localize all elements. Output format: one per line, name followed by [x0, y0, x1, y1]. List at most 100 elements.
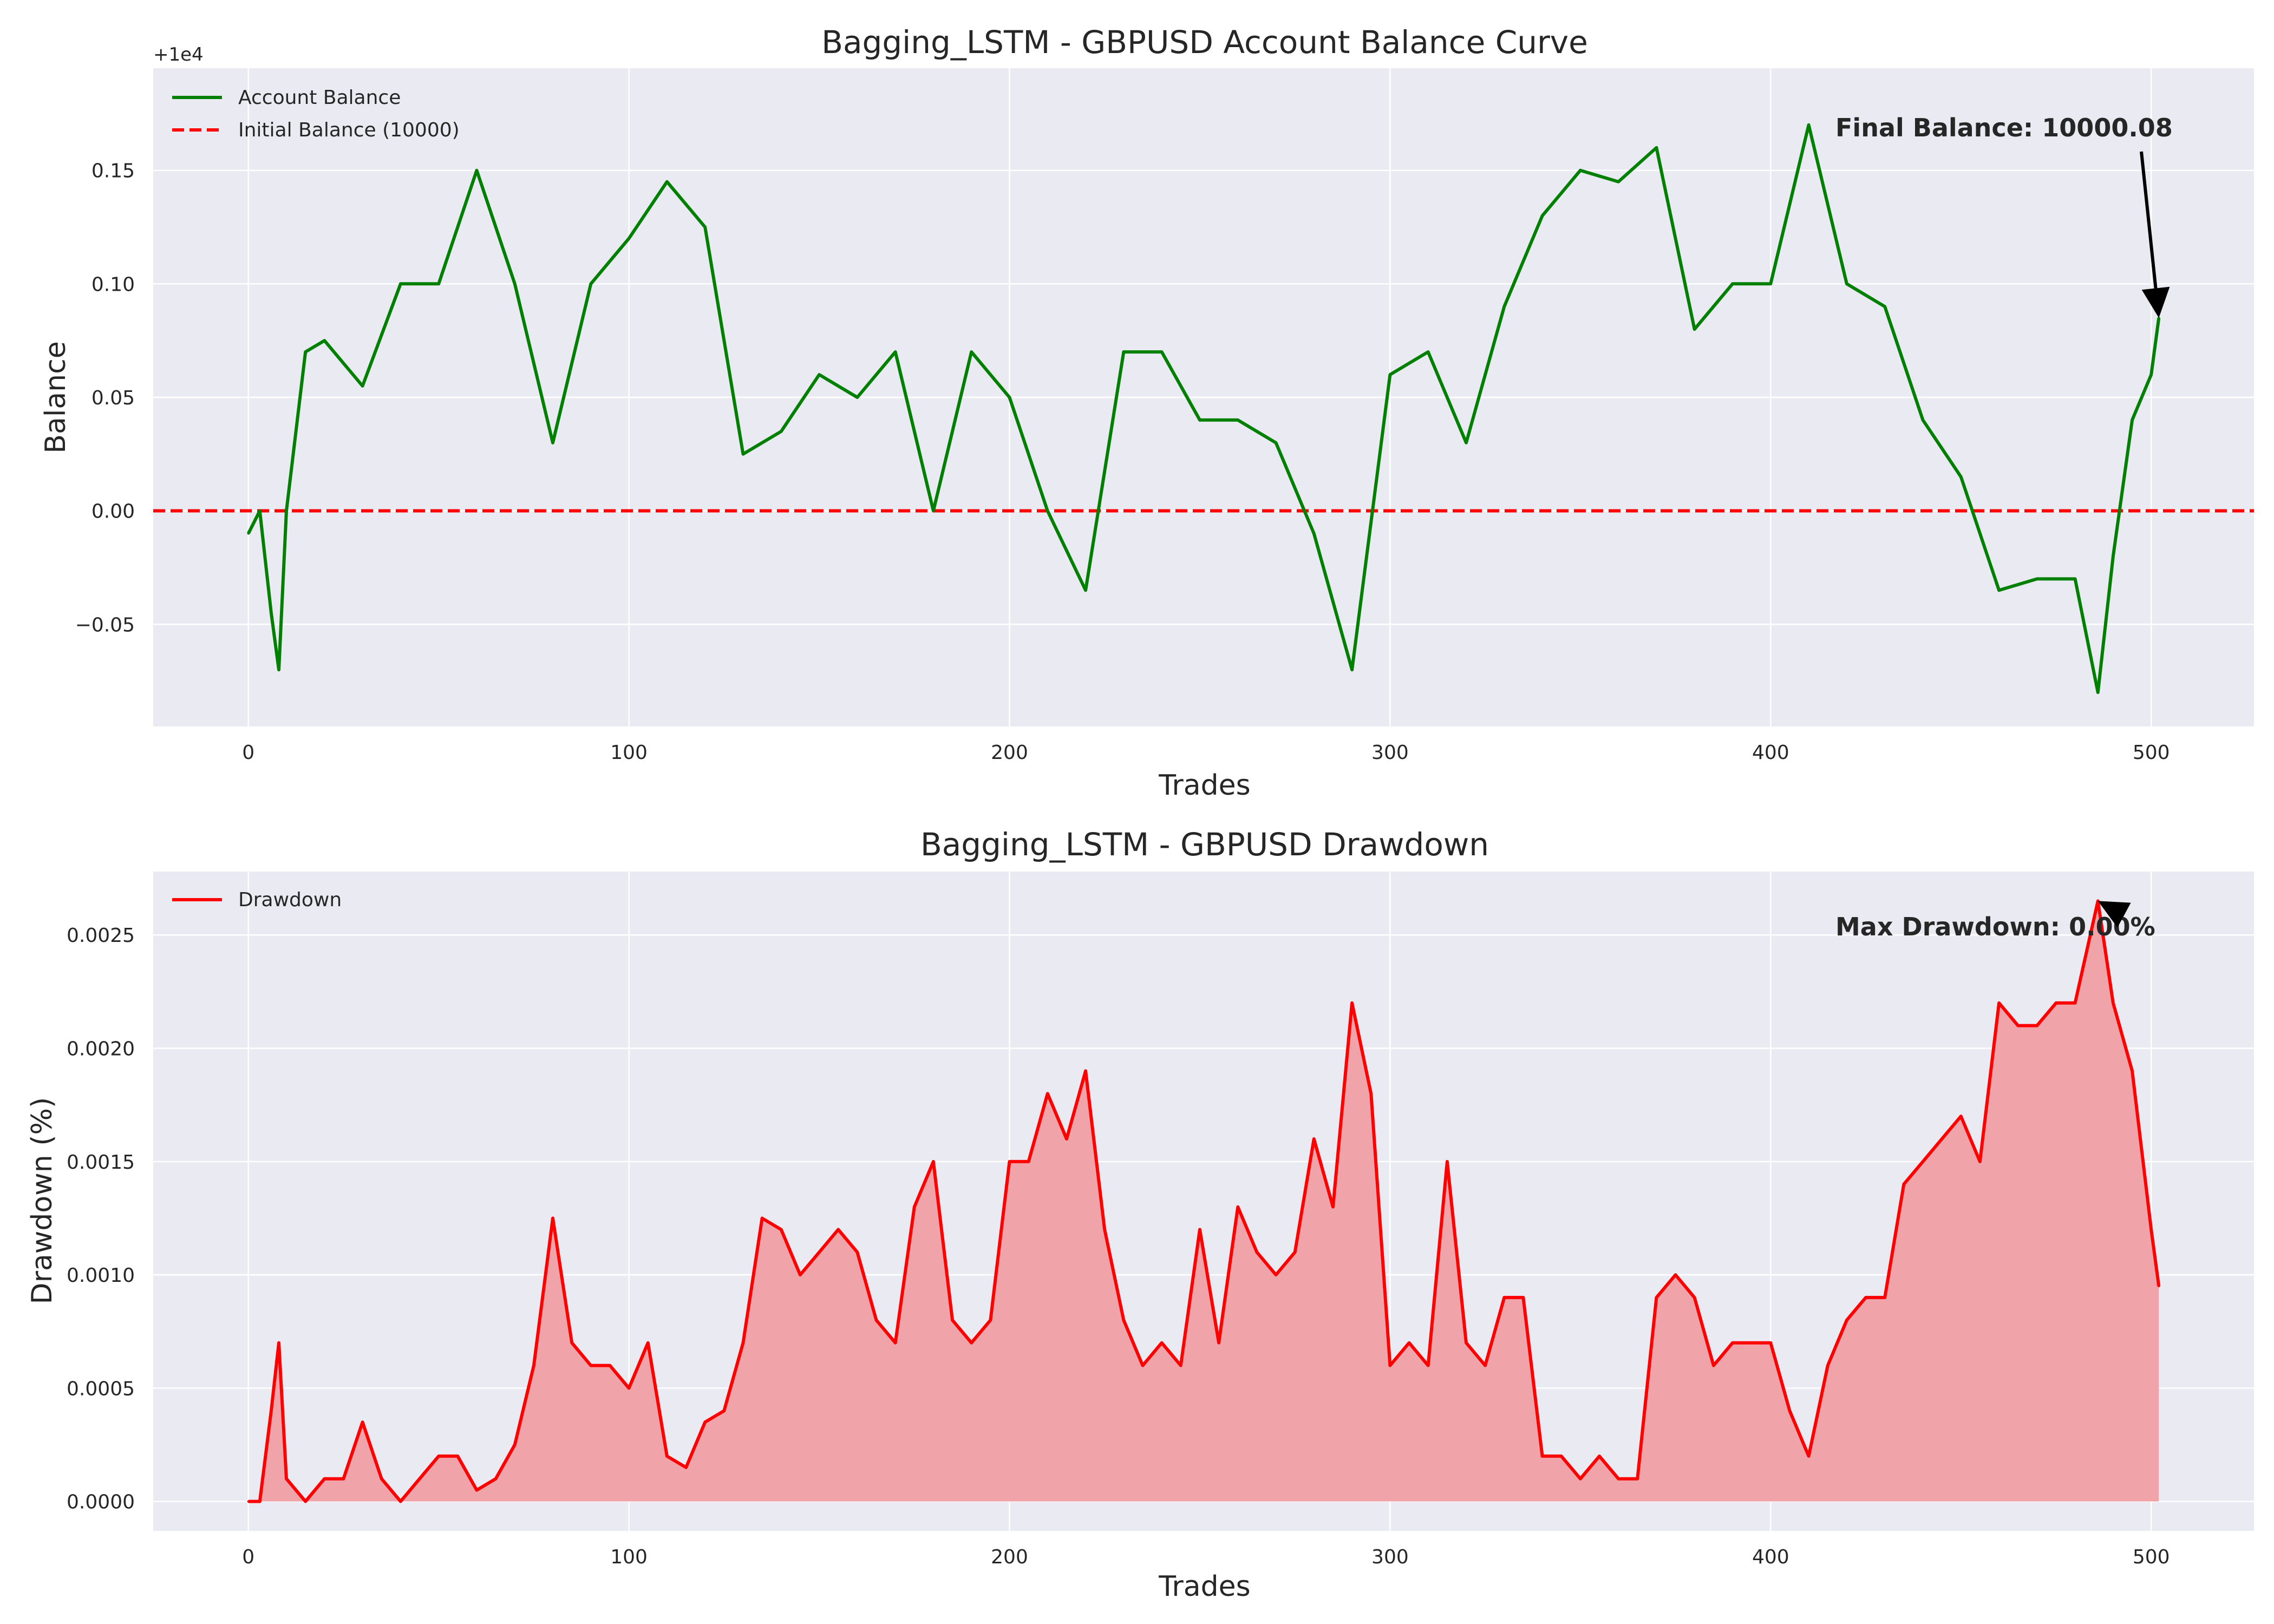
data-point [894, 351, 897, 353]
data-point [1027, 1160, 1030, 1163]
data-point [1293, 1251, 1296, 1254]
final-balance-arrow [2140, 151, 2158, 289]
balance-offset-text: +1e4 [153, 44, 204, 66]
data-point [1408, 1341, 1410, 1344]
data-point [258, 1500, 261, 1503]
data-point [1427, 351, 1429, 353]
data-point [1922, 1160, 1924, 1163]
data-point [970, 1341, 973, 1344]
y-tick-label: 0.0010 [67, 1265, 135, 1287]
y-tick-label: 0.15 [92, 160, 135, 182]
data-point [247, 1500, 250, 1503]
data-point [742, 453, 744, 455]
data-point [2017, 1024, 2020, 1027]
data-point [875, 1319, 878, 1321]
data-point [475, 169, 478, 172]
balance-legend: Account Balance Initial Balance (10000) [172, 87, 460, 141]
data-point [2150, 1228, 2153, 1231]
data-point [1617, 1477, 1620, 1480]
data-point [1903, 1183, 1905, 1186]
x-tick-label: 0 [242, 742, 254, 764]
data-point [1731, 283, 1734, 285]
data-point [1199, 1228, 1201, 1231]
data-point [1884, 305, 1886, 308]
drawdown-legend: Drawdown [172, 889, 342, 911]
data-point [1617, 180, 1620, 183]
data-point [437, 283, 440, 285]
data-point [419, 1477, 421, 1480]
data-point [270, 1410, 272, 1412]
legend-drawdown-label: Drawdown [238, 889, 342, 911]
data-point [2112, 555, 2114, 558]
data-point [1750, 1341, 1753, 1344]
data-point [818, 1251, 821, 1254]
data-point [1332, 1206, 1334, 1208]
y-tick-label: 0.0005 [67, 1378, 135, 1400]
data-point [1807, 1455, 1810, 1457]
data-point [380, 1477, 383, 1480]
data-point [665, 180, 668, 183]
data-point [837, 1228, 840, 1231]
data-point [1998, 589, 2001, 592]
data-point [2112, 1001, 2114, 1004]
data-point [1465, 441, 1467, 444]
data-point [285, 509, 287, 512]
data-point [513, 283, 516, 285]
y-tick-label: 0.05 [92, 387, 135, 409]
data-point [970, 351, 973, 353]
data-point [1389, 374, 1391, 376]
data-point [1693, 328, 1696, 331]
data-point [361, 1421, 364, 1424]
data-point [1731, 1341, 1734, 1344]
max-drawdown-annotation: Max Drawdown: 0.00% [1835, 901, 2155, 941]
legend-balance-label: Account Balance [238, 87, 401, 109]
data-point [1712, 1364, 1715, 1367]
data-point [1237, 418, 1239, 421]
drawdown-chart: Bagging_LSTM - GBPUSD Drawdown 0 100 200 30… [26, 826, 2254, 1603]
y-tick-label: 0.0015 [67, 1151, 135, 1174]
data-point [278, 1341, 280, 1344]
data-point [723, 1410, 726, 1412]
data-point [799, 1274, 801, 1276]
data-point [2074, 1001, 2076, 1004]
balance-chart: Bagging_LSTM - GBPUSD Account Balance Cu… [40, 24, 2254, 802]
data-point [1788, 1410, 1791, 1412]
data-point [399, 283, 402, 285]
data-point [1655, 146, 1658, 149]
x-tick-label: 300 [1371, 742, 1409, 764]
data-point [742, 1341, 744, 1344]
drawdown-area [248, 901, 2159, 1502]
data-point [1218, 1341, 1220, 1344]
data-point [1959, 475, 1962, 478]
final-balance-label: Final Balance: 10000.08 [1835, 113, 2173, 142]
data-point [1351, 1001, 1354, 1004]
data-point [1845, 1319, 1848, 1321]
data-point [780, 430, 782, 433]
data-point [1693, 1296, 1696, 1299]
data-point [1008, 396, 1011, 398]
data-point [1807, 123, 1810, 126]
data-point [856, 1251, 859, 1254]
y-tick-label: 0.10 [92, 273, 135, 296]
data-point [761, 1217, 763, 1220]
data-point [304, 1500, 307, 1503]
data-point [1484, 1364, 1487, 1367]
data-point [2131, 1070, 2134, 1072]
data-point [1179, 1364, 1182, 1367]
data-point [1922, 418, 1924, 421]
y-tick-label: −0.05 [75, 614, 135, 636]
account-balance-line [247, 123, 2161, 695]
data-point [1579, 1477, 1582, 1480]
data-point [1275, 1274, 1277, 1276]
data-point [1351, 669, 1354, 671]
data-point [1541, 1455, 1544, 1457]
data-point [1122, 351, 1125, 353]
data-point [856, 396, 859, 398]
data-point [247, 532, 250, 535]
data-point [2036, 1024, 2038, 1027]
x-tick-label: 500 [2133, 1546, 2170, 1568]
data-point [913, 1206, 916, 1208]
data-point [590, 283, 592, 285]
data-point [628, 237, 630, 240]
data-point [1084, 1070, 1087, 1072]
